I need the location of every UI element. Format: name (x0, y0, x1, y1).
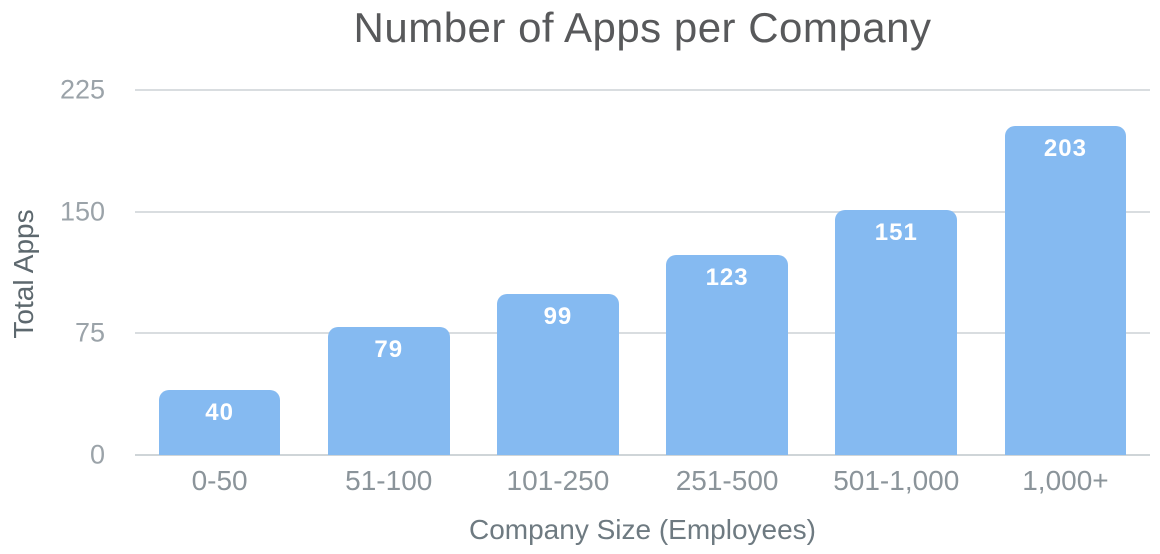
y-tick-label: 0 (89, 439, 105, 470)
x-tick-label: 501-1,000 (833, 465, 960, 496)
bar: 123 (666, 255, 788, 455)
gridline (135, 332, 1150, 335)
y-axis-tick-labels: 0 75 150 225 (33, 75, 105, 470)
bar-value-label: 40 (205, 399, 234, 427)
gridline (135, 210, 1150, 213)
bar: 151 (835, 210, 958, 455)
bar: 99 (497, 294, 619, 455)
bars-row: 40 79 99 123 151 203 (135, 90, 1150, 455)
x-tick-label: 51-100 (345, 465, 433, 496)
x-tick-label: 0-50 (191, 465, 248, 496)
bar-value-label: 123 (705, 264, 749, 292)
x-tick-label: 251-500 (675, 465, 779, 496)
y-tick-label: 150 (59, 196, 105, 227)
bar-value-label: 99 (543, 303, 573, 331)
bar-column: 123 (643, 90, 812, 455)
y-tick-label: 225 (59, 74, 105, 105)
bar-column: 99 (473, 90, 642, 455)
bar-column: 151 (812, 90, 981, 455)
x-tick-label: 101-250 (506, 465, 610, 496)
bar-value-label: 151 (874, 219, 918, 247)
x-tick-label: 1,000+ (1022, 465, 1109, 496)
gridline (135, 454, 1150, 456)
bar-value-label: 79 (374, 335, 404, 363)
bar: 40 (158, 390, 281, 455)
bar: 203 (1004, 125, 1127, 455)
bar-column: 203 (981, 90, 1150, 455)
plot-area: 40 79 99 123 151 203 (135, 89, 1150, 456)
gridline (135, 89, 1150, 91)
bar-column: 79 (304, 90, 473, 455)
bar-column: 40 (135, 90, 304, 455)
bar: 79 (327, 326, 450, 455)
x-axis-tick-labels: 0-50 51-100 101-250 251-500 501-1,000 1,000+ (135, 465, 1150, 497)
y-tick-label: 75 (74, 317, 105, 348)
chart-title: Number of Apps per Company (353, 4, 932, 51)
x-axis-title: Company Size (Employees) (468, 514, 817, 545)
bar-value-label: 203 (1043, 134, 1087, 162)
